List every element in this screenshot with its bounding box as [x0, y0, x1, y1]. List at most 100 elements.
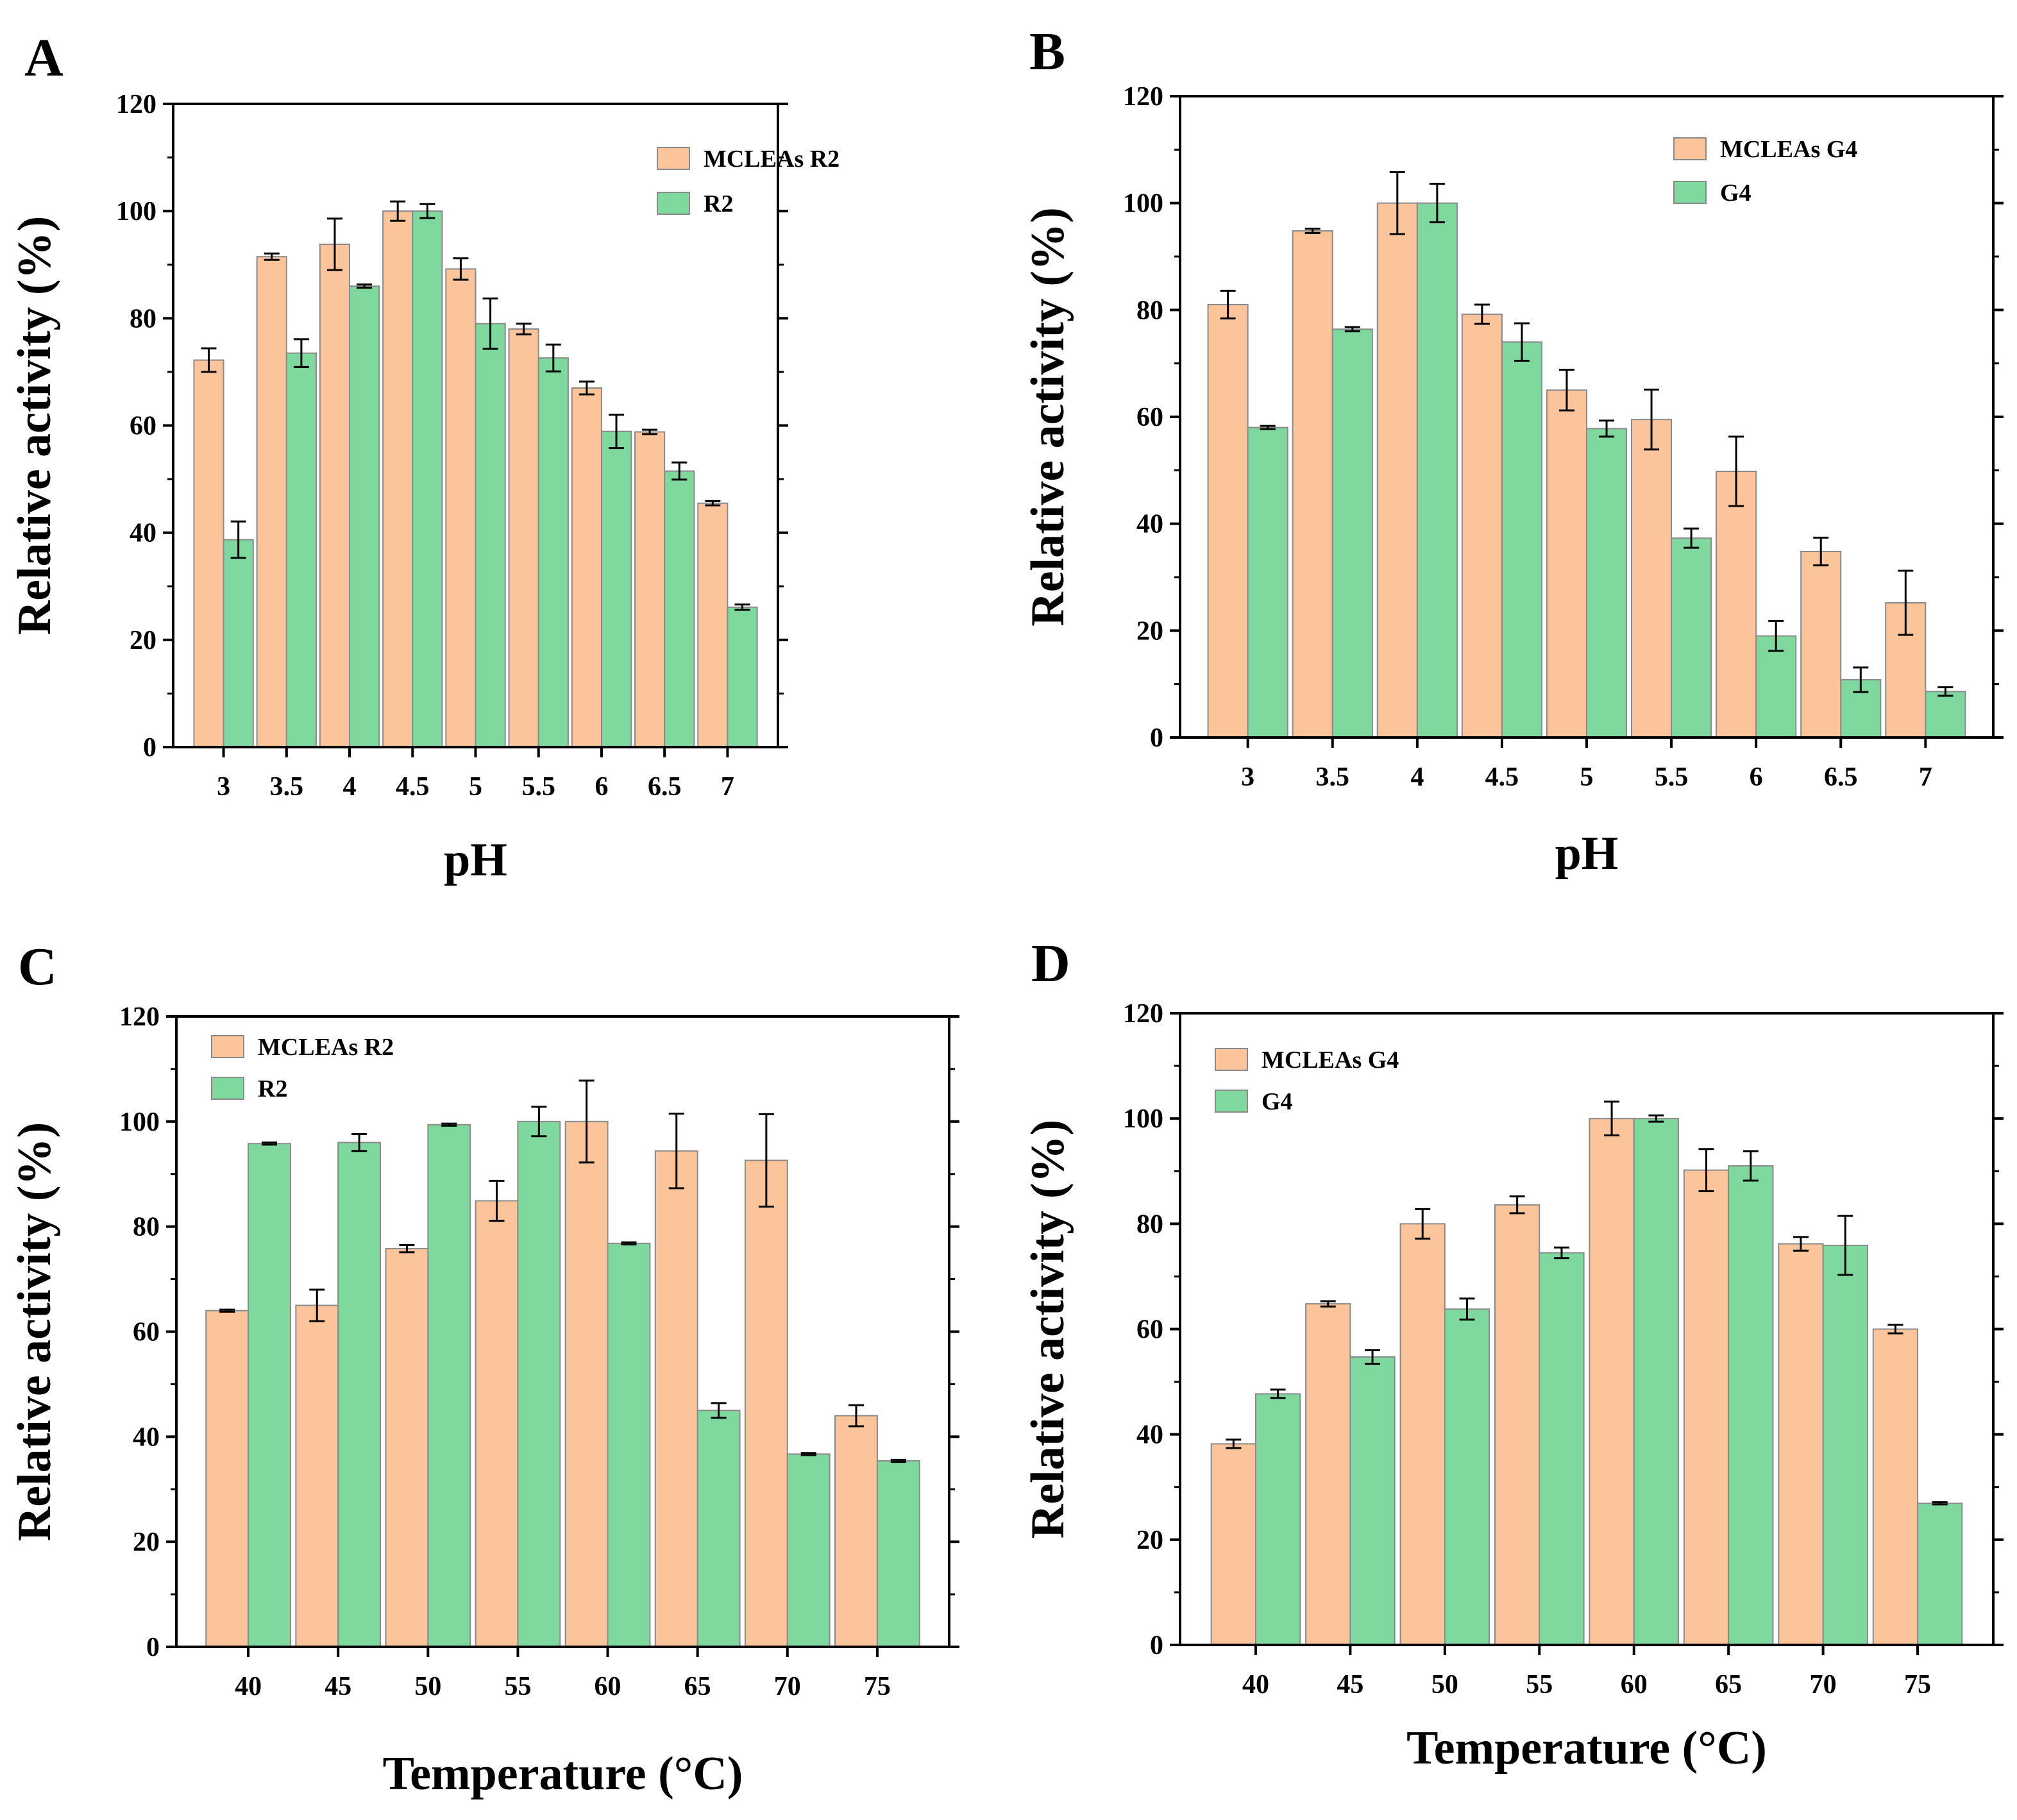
- bar-mcleas-45: [295, 1304, 339, 1647]
- bar-free-65: [696, 1410, 741, 1647]
- bar-mcleas-6: [571, 387, 602, 748]
- bar-free-3.5: [1331, 328, 1373, 738]
- bar-mcleas-3.5: [256, 256, 287, 748]
- y-tick-label: 20: [1136, 616, 1163, 646]
- error-bar: [1698, 1148, 1714, 1192]
- y-tick-label: 80: [130, 304, 156, 333]
- bar-mcleas-5: [445, 268, 477, 748]
- x-tick-label: 6.5: [648, 772, 682, 802]
- error-bar: [545, 343, 561, 373]
- error-bar: [1558, 369, 1574, 412]
- bar-free-5: [475, 323, 506, 748]
- y-tick-label: 120: [119, 1002, 160, 1032]
- x-tick-label: 75: [1904, 1670, 1931, 1699]
- x-tick-label: 5.5: [521, 772, 555, 802]
- error-bar: [1514, 322, 1530, 362]
- y-tick-label: 100: [1123, 1104, 1163, 1134]
- y-tick-label: 80: [1136, 1209, 1163, 1239]
- error-bar: [419, 203, 435, 219]
- x-tick-label: 4.5: [396, 772, 430, 802]
- x-tick-label: 45: [1337, 1670, 1363, 1699]
- x-tick-label: 3.5: [270, 772, 304, 802]
- bar-free-50: [1444, 1308, 1490, 1646]
- x-axis-title: Temperature (°C): [383, 1748, 743, 1800]
- chart-panel-c: 0 20 40 60 80 100 120 40 45 50 55 60 65 70 75 Temperatu…: [8, 1002, 959, 1800]
- error-bar: [609, 414, 625, 450]
- error-bar: [1270, 1388, 1286, 1399]
- bar-mcleas-6.5: [634, 431, 666, 748]
- x-tick-label: 60: [1621, 1670, 1648, 1699]
- x-tick-label: 60: [595, 1672, 621, 1701]
- bar-mcleas-70: [1778, 1243, 1824, 1646]
- y-tick-label: 20: [1136, 1526, 1163, 1555]
- x-tick-label: 45: [325, 1672, 351, 1701]
- y-tick-label: 60: [133, 1318, 160, 1347]
- error-bar: [1365, 1349, 1381, 1365]
- bar-mcleas-5.5: [508, 328, 539, 748]
- error-bar: [1344, 326, 1360, 333]
- error-bar: [399, 1243, 415, 1254]
- error-bar: [262, 1142, 278, 1146]
- error-bar: [1220, 289, 1236, 320]
- bar-mcleas-7: [697, 502, 729, 748]
- bar-mcleas-50: [385, 1248, 429, 1647]
- error-bar: [848, 1404, 864, 1428]
- error-bar: [1853, 666, 1869, 693]
- legend-swatch: [211, 1035, 244, 1058]
- error-bar: [800, 1452, 816, 1456]
- x-tick-label: 50: [1431, 1670, 1458, 1699]
- bar-free-55: [517, 1120, 561, 1648]
- error-bar: [1887, 1324, 1903, 1335]
- bar-mcleas-4: [1376, 202, 1418, 738]
- bar-mcleas-40: [205, 1310, 249, 1647]
- error-bar: [578, 1079, 595, 1164]
- legend-label: MCLEAs G4: [1720, 136, 1857, 163]
- y-tick-label: 100: [116, 197, 156, 226]
- y-tick-label: 0: [1150, 1631, 1163, 1660]
- error-bar: [516, 323, 532, 335]
- y-tick-label: 120: [116, 90, 156, 119]
- bar-mcleas-55: [475, 1200, 519, 1647]
- chart-panel-d: 0 20 40 60 80 100 120 40 45 50 55 60 65 70 75 Temperatu…: [1022, 999, 2004, 1774]
- bar-mcleas-70: [744, 1159, 788, 1647]
- x-tick-label: 6.5: [1824, 763, 1858, 792]
- error-bar: [489, 1179, 505, 1222]
- y-tick-label: 40: [130, 519, 156, 548]
- error-bar: [351, 1133, 367, 1152]
- bar-mcleas-65: [1683, 1169, 1730, 1646]
- x-tick-label: 4: [343, 772, 357, 802]
- error-bar: [1728, 435, 1744, 507]
- plot-frame: [1179, 1012, 1995, 1646]
- bar-mcleas-4: [319, 243, 351, 748]
- bar-mcleas-4.5: [1461, 314, 1503, 738]
- error-bar: [1474, 303, 1490, 325]
- legend-swatch: [657, 192, 690, 215]
- error-bar: [1226, 1438, 1242, 1449]
- x-tick-label: 4.5: [1485, 763, 1519, 792]
- bar-free-60: [607, 1242, 651, 1647]
- y-tick-label: 40: [1136, 510, 1163, 539]
- panel-letter-b: B: [1029, 22, 1065, 81]
- error-bar: [441, 1122, 457, 1127]
- legend-label: R2: [704, 190, 733, 217]
- x-tick-label: 3: [1241, 763, 1254, 792]
- error-bar: [1937, 686, 1954, 697]
- error-bar: [668, 1113, 684, 1190]
- legend-label: MCLEAs R2: [704, 146, 840, 173]
- bar-free-3.5: [285, 352, 317, 748]
- legend-label: G4: [1720, 180, 1751, 206]
- bar-free-6.5: [664, 470, 695, 748]
- y-tick-label: 60: [1136, 1315, 1163, 1345]
- bar-free-3: [1247, 426, 1288, 739]
- error-bar: [1320, 1300, 1336, 1308]
- x-axis-title: pH: [1555, 827, 1619, 880]
- y-axis-title: Relative activity (%): [8, 1122, 61, 1541]
- error-bar: [1648, 1114, 1664, 1123]
- error-bar: [1644, 389, 1660, 451]
- bar-mcleas-3.5: [1292, 230, 1333, 738]
- bar-free-50: [427, 1124, 471, 1647]
- error-bar: [1837, 1215, 1853, 1276]
- bar-free-7: [1925, 691, 1966, 739]
- error-bar: [642, 428, 658, 435]
- legend-label: G4: [1262, 1088, 1293, 1115]
